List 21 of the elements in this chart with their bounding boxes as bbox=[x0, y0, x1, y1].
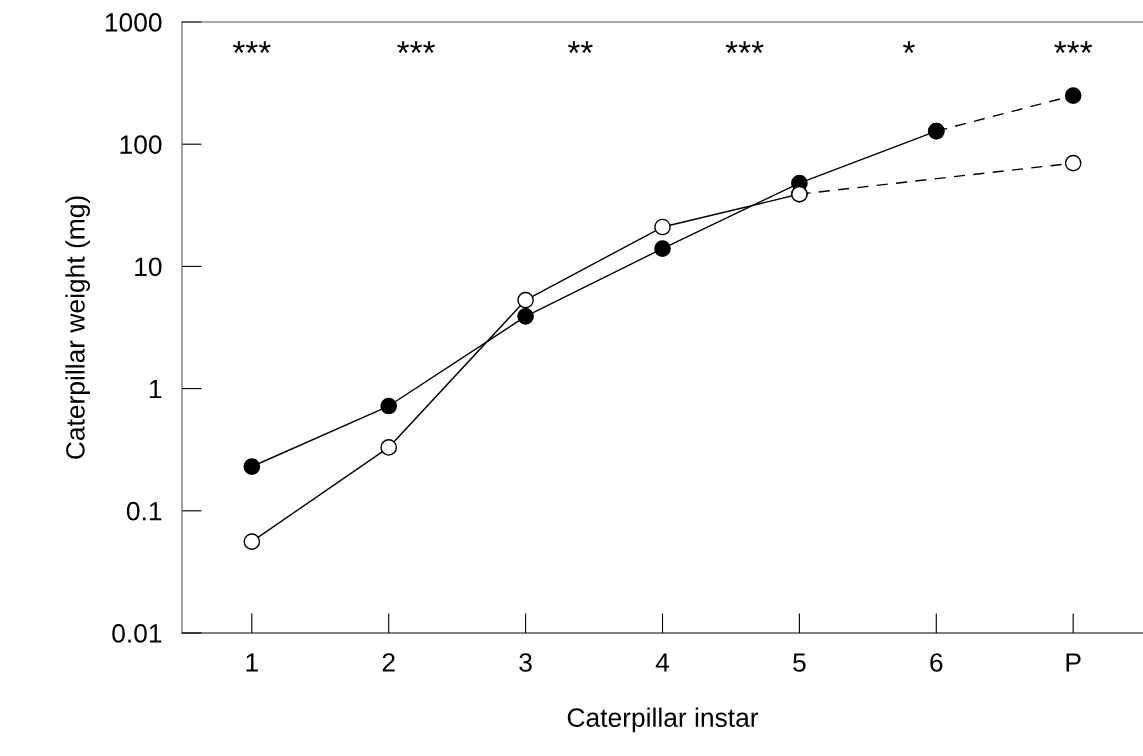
annotation: *** bbox=[1054, 41, 1093, 53]
annotation: *** bbox=[232, 41, 271, 53]
x-tick-label: 3 bbox=[519, 653, 532, 672]
x-axis-title: Caterpillar instar bbox=[567, 707, 759, 733]
x-tick-label: 2 bbox=[382, 653, 395, 672]
annotation: ** bbox=[567, 41, 593, 53]
x-tick-label: 5 bbox=[793, 653, 806, 672]
x-tick-label: 1 bbox=[246, 653, 258, 672]
y-tick-label: 0.1 bbox=[126, 501, 162, 521]
annotation: *** bbox=[725, 41, 764, 53]
y-tick-label: 1 bbox=[149, 379, 162, 399]
annotation: * bbox=[902, 41, 915, 53]
y-tick-label: 10 bbox=[135, 257, 162, 277]
y-axis-title: Caterpillar weight (mg) bbox=[65, 196, 90, 459]
x-tick-label: 6 bbox=[930, 653, 943, 672]
y-tick-label: 1000 bbox=[105, 13, 162, 32]
y-tick-label: 0.01 bbox=[112, 624, 162, 643]
x-tick-label: 4 bbox=[655, 653, 670, 672]
x-tick-label: P bbox=[1066, 653, 1081, 672]
annotation: *** bbox=[397, 41, 436, 53]
y-tick-label: 100 bbox=[120, 135, 162, 154]
